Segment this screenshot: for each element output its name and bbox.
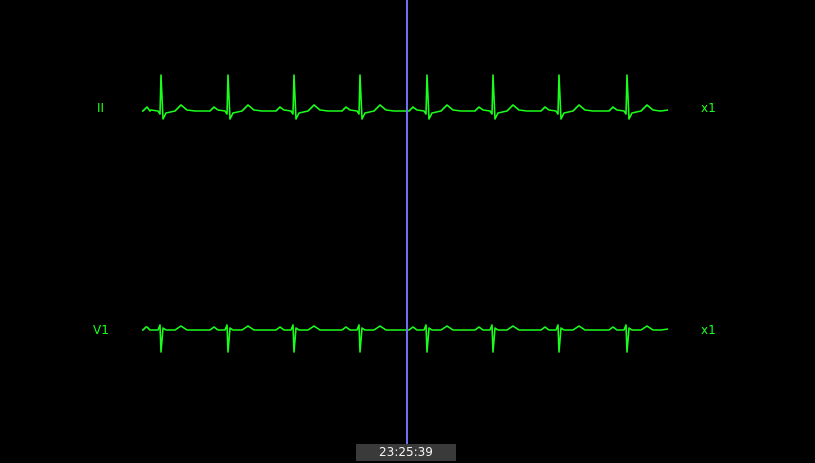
gain-label-ii: x1	[701, 101, 716, 115]
waveform-trace-v1	[142, 324, 669, 353]
waveform-trace-ii	[142, 74, 669, 120]
lead-label-v1: V1	[93, 323, 109, 337]
lead-label-ii: II	[97, 101, 105, 115]
gain-label-v1: x1	[701, 323, 716, 337]
time-cursor-line[interactable]	[406, 0, 408, 444]
cursor-timestamp: 23:25:39	[356, 444, 456, 461]
